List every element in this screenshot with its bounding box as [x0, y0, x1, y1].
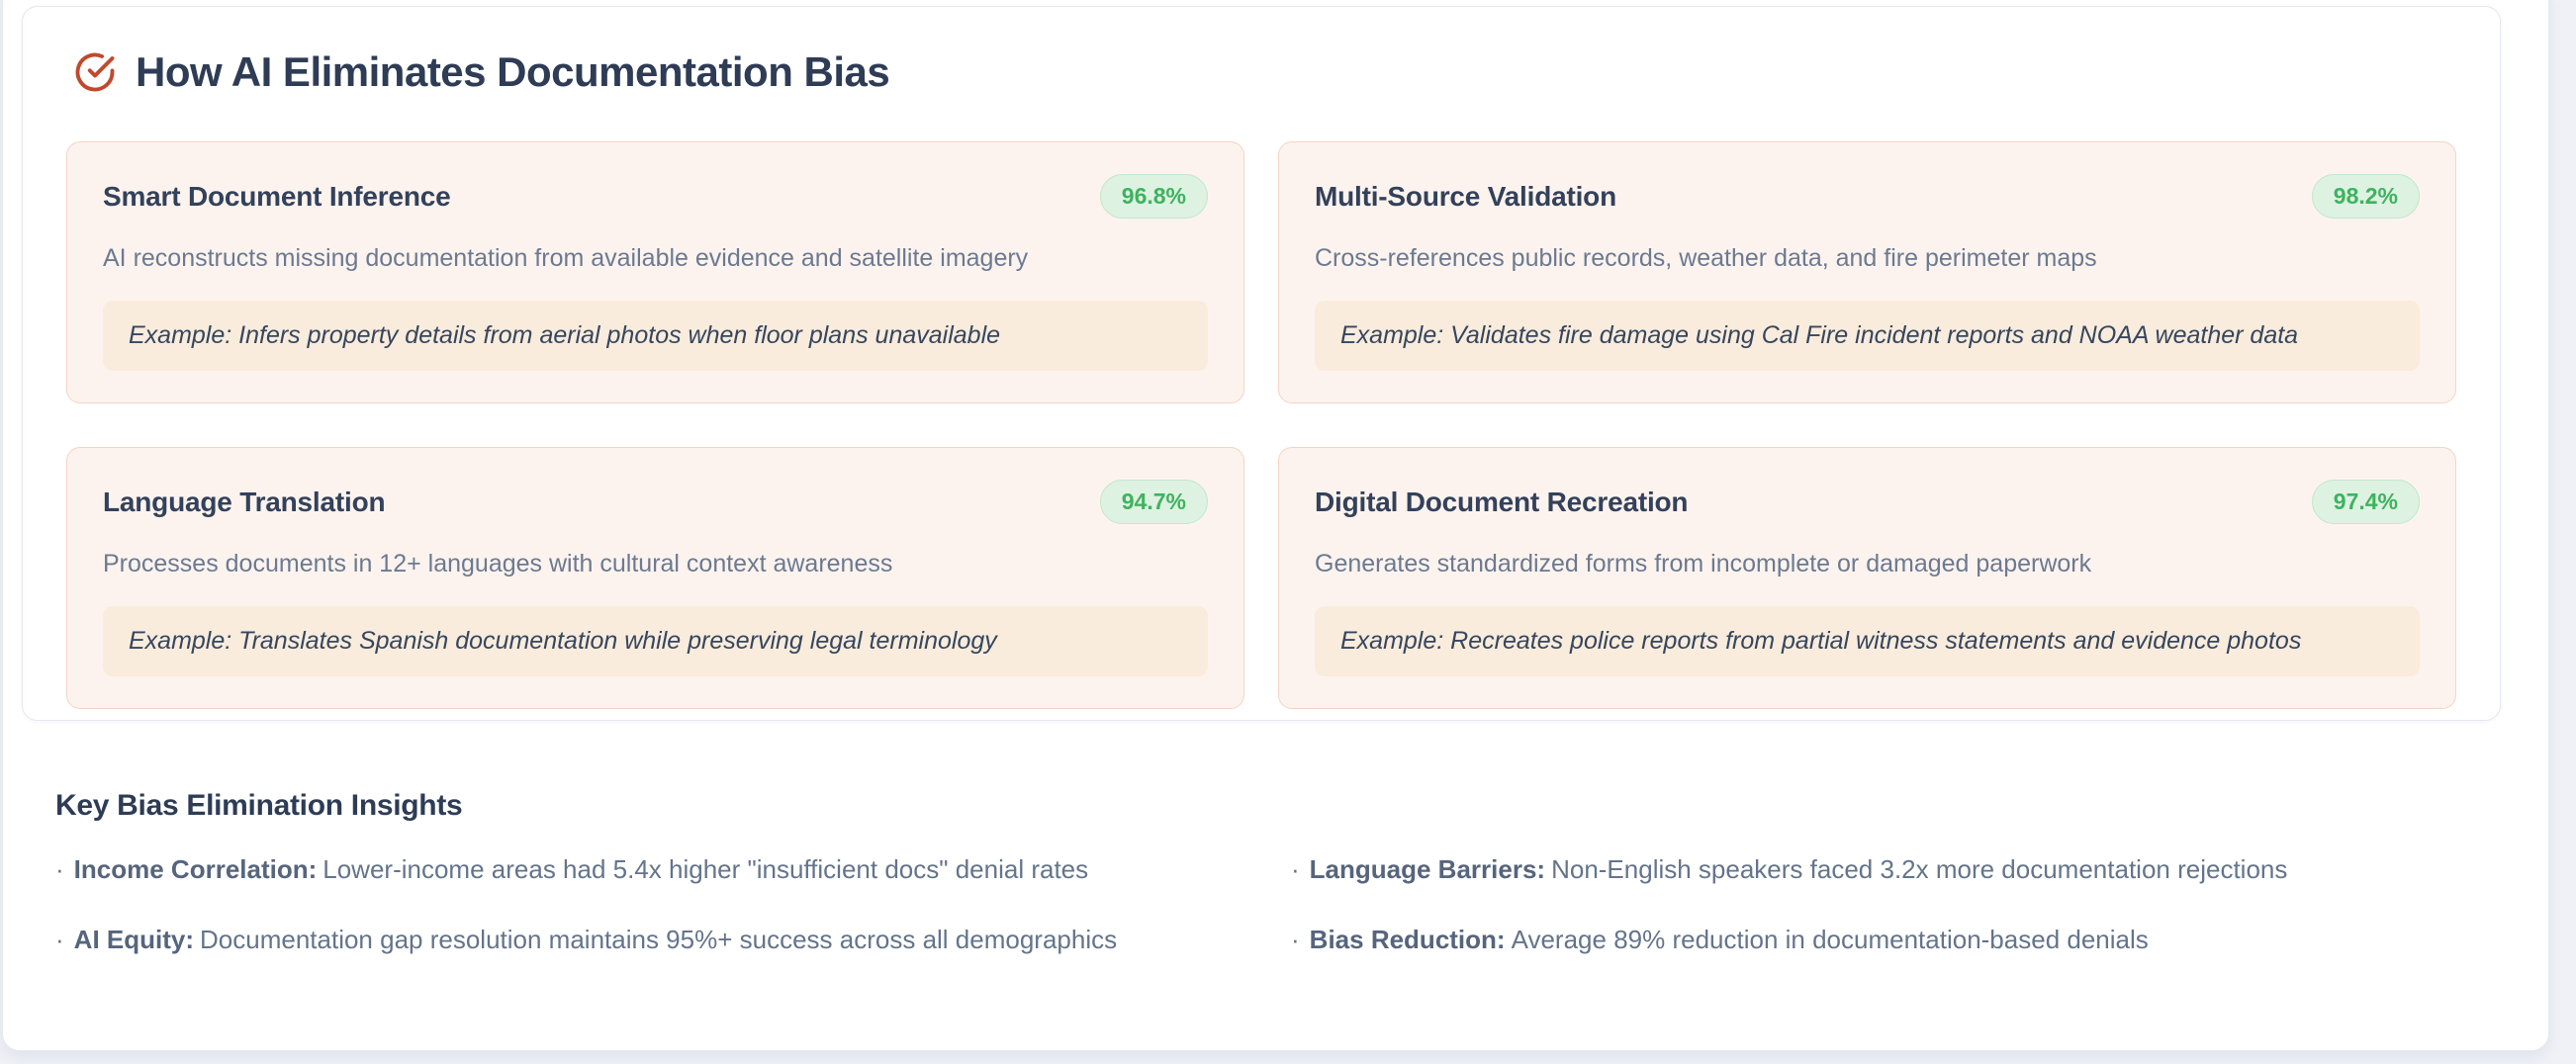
card-description: AI reconstructs missing documentation fr…	[103, 244, 1029, 272]
insight-income-correlation: · Income Correlation: Lower-income areas h…	[55, 854, 1267, 885]
card-description: Cross-references public records, weather…	[1315, 244, 2097, 272]
feature-cards-grid: Smart Document Inference 96.8% AI recons…	[66, 141, 2456, 709]
card-description: Processes documents in 12+ languages wit…	[103, 550, 893, 577]
accuracy-badge: 97.4%	[2311, 480, 2420, 524]
feature-card-digital-document-recreation: Digital Document Recreation 97.4% Genera…	[1278, 447, 2456, 709]
card-title: Multi-Source Validation	[1315, 180, 1616, 212]
accuracy-badge: 98.2%	[2311, 174, 2420, 219]
card-example: Example: Translates Spanish documentatio…	[103, 606, 1208, 676]
insight-text: Lower-income areas had 5.4x higher "insu…	[322, 854, 1089, 884]
report-card: How AI Eliminates Documentation Bias Sma…	[2, 0, 2549, 1051]
card-example: Example: Validates fire damage using Cal…	[1315, 301, 2420, 371]
bullet-icon: ·	[55, 854, 64, 884]
card-description: Generates standardized forms from incomp…	[1315, 550, 2092, 577]
card-example: Example: Recreates police reports from p…	[1315, 606, 2420, 676]
insights-grid: · Income Correlation: Lower-income areas h…	[55, 854, 2503, 955]
insight-text: Documentation gap resolution maintains 9…	[200, 925, 1118, 955]
insight-text: Non-English speakers faced 3.2x more doc…	[1551, 854, 2288, 884]
card-header: Smart Document Inference 96.8%	[103, 174, 1208, 219]
insight-ai-equity: · AI Equity: Documentation gap resolution …	[55, 925, 1267, 955]
insight-label: AI Equity:	[73, 925, 195, 955]
check-circle-icon	[74, 51, 116, 93]
insight-bias-reduction: · Bias Reduction: Average 89% reduction in…	[1291, 925, 2503, 955]
section-title: How AI Eliminates Documentation Bias	[136, 48, 890, 95]
insights-title: Key Bias Elimination Insights	[55, 789, 463, 822]
insight-language-barriers: · Language Barriers: Non-English speakers …	[1291, 854, 2503, 885]
ai-bias-section-panel: How AI Eliminates Documentation Bias Sma…	[22, 6, 2501, 721]
bullet-icon: ·	[55, 925, 64, 955]
feature-card-smart-document-inference: Smart Document Inference 96.8% AI recons…	[66, 141, 1244, 403]
card-example: Example: Infers property details from ae…	[103, 301, 1208, 371]
section-header: How AI Eliminates Documentation Bias	[74, 48, 2456, 96]
card-header: Language Translation 94.7%	[103, 480, 1208, 524]
card-title: Language Translation	[103, 486, 386, 517]
bullet-icon: ·	[1291, 854, 1300, 884]
feature-card-language-translation: Language Translation 94.7% Processes doc…	[66, 447, 1244, 709]
insight-label: Language Barriers:	[1309, 854, 1546, 884]
accuracy-badge: 96.8%	[1099, 174, 1208, 219]
insights-section: Key Bias Elimination Insights · Income Co…	[55, 789, 2503, 955]
insight-label: Income Correlation:	[73, 854, 318, 884]
card-header: Multi-Source Validation 98.2%	[1315, 174, 2420, 219]
bullet-icon: ·	[1291, 925, 1300, 955]
insight-label: Bias Reduction:	[1309, 925, 1506, 955]
card-title: Smart Document Inference	[103, 180, 451, 212]
feature-card-multi-source-validation: Multi-Source Validation 98.2% Cross-refe…	[1278, 141, 2456, 403]
card-title: Digital Document Recreation	[1315, 486, 1689, 517]
accuracy-badge: 94.7%	[1099, 480, 1208, 524]
insight-text: Average 89% reduction in documentation-b…	[1511, 925, 2149, 955]
card-header: Digital Document Recreation 97.4%	[1315, 480, 2420, 524]
